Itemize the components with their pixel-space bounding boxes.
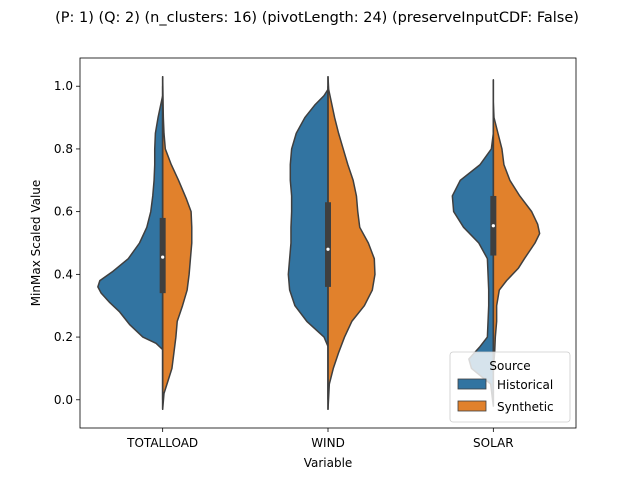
legend-swatch-synthetic: [457, 400, 487, 412]
violin-half-solar-synthetic: [492, 79, 541, 407]
y-tick-label: 0.0: [54, 393, 73, 407]
y-axis: 0.0 0.2 0.4 0.6 0.8 1.0: [54, 79, 80, 407]
y-tick-label: 0.4: [54, 267, 73, 281]
median-dot-wind: [326, 247, 330, 251]
legend-title: Source: [489, 359, 530, 373]
legend-label-historical: Historical: [497, 378, 553, 392]
y-tick-label: 1.0: [54, 79, 73, 93]
violin-half-totalload-historical: [97, 76, 164, 410]
y-tick-label: 0.8: [54, 142, 73, 156]
y-axis-label: MinMax Scaled Value: [29, 180, 43, 307]
x-axis: TOTALLOAD WIND SOLAR: [126, 428, 514, 450]
violin-half-wind-historical: [287, 76, 329, 410]
median-dot-solar: [491, 224, 495, 228]
iqr-box-wind: [325, 202, 331, 287]
legend-swatch-historical: [457, 378, 487, 390]
x-tick-label: WIND: [311, 436, 345, 450]
violin-half-totalload-synthetic: [161, 76, 193, 410]
x-tick-label: TOTALLOAD: [126, 436, 198, 450]
median-dot-totalload: [161, 255, 165, 259]
y-tick-label: 0.6: [54, 205, 73, 219]
legend-label-synthetic: Synthetic: [497, 400, 554, 414]
x-axis-label: Variable: [304, 456, 353, 470]
y-tick-label: 0.2: [54, 330, 73, 344]
plot-area: [79, 57, 577, 429]
x-tick-label: SOLAR: [473, 436, 514, 450]
inner-box-layer: [159, 86, 497, 400]
violins-layer: [97, 76, 541, 410]
chart-title: (P: 1) (Q: 2) (n_clusters: 16) (pivotLen…: [55, 10, 579, 26]
legend: Source Historical Synthetic: [449, 351, 571, 423]
violin-half-wind-synthetic: [327, 76, 376, 410]
